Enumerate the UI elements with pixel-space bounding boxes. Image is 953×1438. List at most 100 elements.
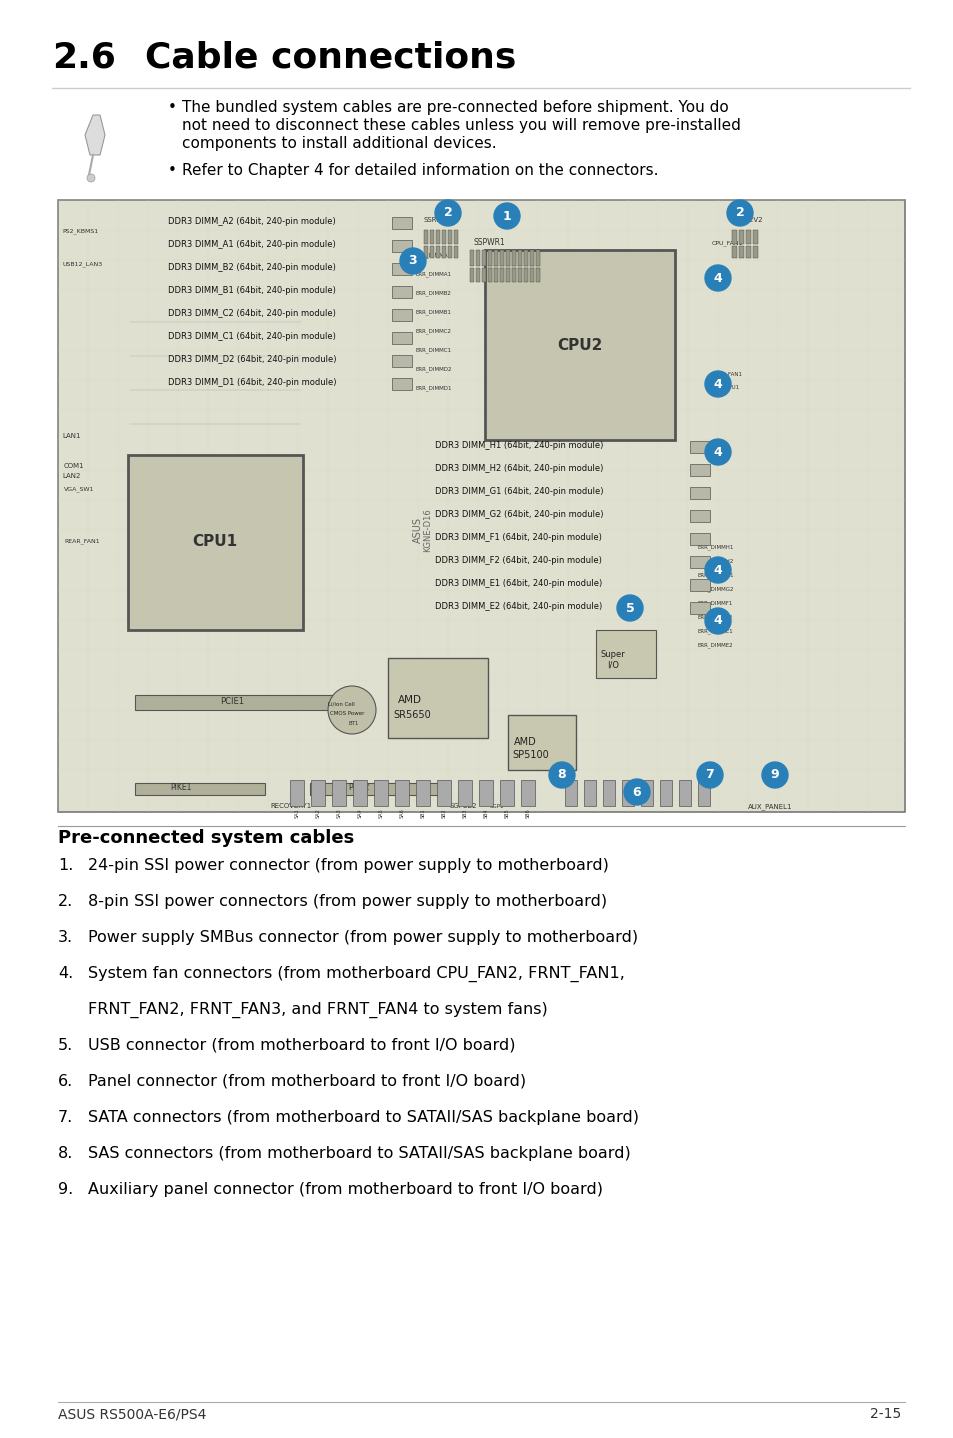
Text: SA6: SA6	[399, 808, 404, 818]
Text: 1.: 1.	[58, 858, 73, 873]
Text: 2.6: 2.6	[52, 42, 115, 75]
Text: 9.: 9.	[58, 1182, 73, 1196]
Bar	[507, 715, 576, 769]
Bar	[454, 246, 457, 257]
Text: Panel connector (from motherboard to front I/O board): Panel connector (from motherboard to fro…	[88, 1074, 525, 1089]
Text: CPU1: CPU1	[193, 535, 237, 549]
Bar	[416, 779, 430, 807]
Text: 7: 7	[705, 768, 714, 781]
Text: I/O: I/O	[606, 661, 618, 670]
Text: ASUS RS500A-E6/PS4: ASUS RS500A-E6/PS4	[58, 1406, 206, 1421]
Text: DDR3 DIMM_A1 (64bit, 240-pin module): DDR3 DIMM_A1 (64bit, 240-pin module)	[168, 240, 335, 249]
Text: ERR_DIMMD1: ERR_DIMMD1	[416, 385, 452, 391]
Bar	[488, 267, 492, 282]
Bar	[505, 250, 510, 266]
Text: DDR3 DIMM_G2 (64bit, 240-pin module): DDR3 DIMM_G2 (64bit, 240-pin module)	[435, 510, 603, 519]
Text: Refer to Chapter 4 for detailed information on the connectors.: Refer to Chapter 4 for detailed informat…	[182, 162, 658, 178]
Bar	[499, 779, 514, 807]
Bar	[689, 441, 709, 453]
Text: AMD: AMD	[514, 738, 537, 746]
Text: ASUS: ASUS	[413, 518, 422, 544]
Bar	[392, 286, 412, 298]
Bar	[476, 250, 479, 266]
Text: DDR3 DIMM_H1 (64bit, 240-pin module): DDR3 DIMM_H1 (64bit, 240-pin module)	[435, 441, 602, 450]
Bar	[457, 779, 472, 807]
Bar	[499, 250, 503, 266]
Text: ERR_DIMME1: ERR_DIMME1	[698, 628, 733, 634]
Text: ERR_DIMMC2: ERR_DIMMC2	[416, 328, 452, 334]
Bar	[310, 784, 439, 795]
Text: EPU: EPU	[341, 699, 355, 705]
Text: SB4: SB4	[483, 808, 488, 818]
Text: RECOVERY1: RECOVERY1	[270, 802, 311, 810]
Text: ERR_DIMMA1: ERR_DIMMA1	[416, 270, 452, 276]
Circle shape	[623, 779, 649, 805]
Text: DDR3 DIMM_F2 (64bit, 240-pin module): DDR3 DIMM_F2 (64bit, 240-pin module)	[435, 557, 601, 565]
Text: USB12_LAN3: USB12_LAN3	[62, 262, 102, 266]
Bar	[478, 779, 493, 807]
Text: 2: 2	[443, 207, 452, 220]
Bar	[374, 779, 388, 807]
Text: 9: 9	[770, 768, 779, 781]
Bar	[689, 487, 709, 499]
Circle shape	[726, 200, 752, 226]
Bar	[448, 246, 452, 257]
Circle shape	[399, 247, 426, 275]
Bar	[423, 246, 428, 257]
Bar	[311, 779, 325, 807]
Text: 3: 3	[408, 255, 416, 267]
Text: 8-pin SSI power connectors (from power supply to motherboard): 8-pin SSI power connectors (from power s…	[88, 894, 606, 909]
Circle shape	[761, 762, 787, 788]
Text: 8: 8	[558, 768, 566, 781]
Text: 3.: 3.	[58, 930, 73, 945]
Text: •: •	[168, 101, 176, 115]
Text: REAR_FAN1: REAR_FAN1	[64, 538, 99, 544]
Bar	[392, 378, 412, 390]
Text: 5.: 5.	[58, 1038, 73, 1053]
Bar	[512, 267, 516, 282]
Text: 4: 4	[713, 614, 721, 627]
Bar	[448, 230, 452, 244]
Text: 1: 1	[502, 210, 511, 223]
Bar	[745, 246, 750, 257]
Text: DDR3 DIMM_D2 (64bit, 240-pin module): DDR3 DIMM_D2 (64bit, 240-pin module)	[168, 355, 336, 364]
Text: DDR3 DIMM_E1 (64bit, 240-pin module): DDR3 DIMM_E1 (64bit, 240-pin module)	[435, 580, 601, 588]
Text: SB5: SB5	[504, 808, 509, 818]
Text: •: •	[168, 162, 176, 178]
Text: 4.: 4.	[58, 966, 73, 981]
Bar	[739, 230, 743, 244]
Text: SB1: SB1	[420, 808, 425, 818]
Text: ERR_DIMMG2: ERR_DIMMG2	[698, 587, 734, 591]
Text: SB3: SB3	[462, 808, 467, 818]
Bar	[536, 250, 539, 266]
Bar	[752, 246, 758, 257]
Bar	[494, 267, 497, 282]
Text: 4: 4	[713, 272, 721, 285]
Text: PIKE2: PIKE2	[348, 784, 369, 792]
Text: SSPWR1: SSPWR1	[474, 239, 505, 247]
Text: SA3: SA3	[336, 808, 341, 818]
Text: SSR12V1: SSR12V1	[423, 217, 456, 223]
Bar	[689, 510, 709, 522]
Text: CMOS Power: CMOS Power	[330, 710, 364, 716]
Text: DDR3 DIMM_B2 (64bit, 240-pin module): DDR3 DIMM_B2 (64bit, 240-pin module)	[168, 263, 335, 272]
Bar	[689, 580, 709, 591]
Bar	[679, 779, 690, 807]
Bar	[596, 630, 656, 677]
Text: DDR3 DIMM_H2 (64bit, 240-pin module): DDR3 DIMM_H2 (64bit, 240-pin module)	[435, 464, 602, 473]
Bar	[621, 779, 634, 807]
Bar	[745, 230, 750, 244]
Bar	[470, 267, 474, 282]
Text: 4: 4	[713, 378, 721, 391]
Text: not need to disconnect these cables unless you will remove pre-installed: not need to disconnect these cables unle…	[182, 118, 740, 132]
Bar	[484, 250, 675, 440]
Text: SA4: SA4	[357, 808, 362, 818]
Bar	[499, 267, 503, 282]
Text: ERR_DIMMF1: ERR_DIMMF1	[698, 600, 733, 605]
Bar	[523, 267, 527, 282]
Text: DDR3 DIMM_D1 (64bit, 240-pin module): DDR3 DIMM_D1 (64bit, 240-pin module)	[168, 378, 336, 387]
Bar	[640, 779, 652, 807]
Text: 6.: 6.	[58, 1074, 73, 1089]
Bar	[536, 267, 539, 282]
Text: AMD: AMD	[397, 695, 421, 705]
